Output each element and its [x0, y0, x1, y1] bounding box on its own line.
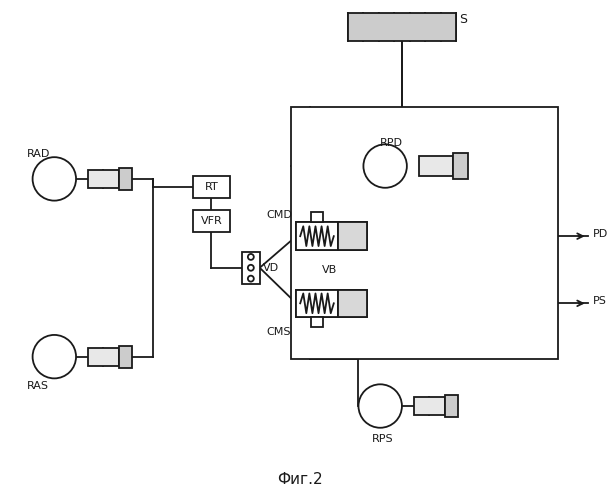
Bar: [348, 13, 456, 40]
Bar: [446, 395, 458, 417]
Text: VD: VD: [263, 263, 279, 273]
Text: VFR: VFR: [201, 216, 222, 226]
Bar: [311, 317, 323, 327]
Bar: [296, 222, 337, 250]
Circle shape: [248, 254, 254, 260]
Bar: [337, 290, 367, 317]
Circle shape: [33, 335, 76, 378]
Text: VB: VB: [322, 265, 337, 275]
Bar: [414, 397, 446, 415]
Text: CMS: CMS: [267, 327, 291, 337]
Bar: [296, 222, 367, 250]
Bar: [242, 252, 260, 284]
Bar: [193, 176, 230, 198]
Bar: [291, 107, 558, 358]
Text: RPS: RPS: [372, 434, 394, 444]
Circle shape: [248, 276, 254, 281]
Bar: [88, 170, 120, 188]
Text: PS: PS: [593, 296, 606, 306]
Bar: [88, 348, 120, 366]
Circle shape: [33, 157, 76, 200]
Bar: [454, 153, 468, 179]
Text: RAD: RAD: [27, 150, 50, 160]
Bar: [296, 290, 337, 317]
Text: CMD: CMD: [267, 210, 292, 220]
Text: S: S: [459, 13, 467, 26]
Bar: [311, 212, 323, 222]
Bar: [419, 156, 454, 176]
Bar: [120, 346, 133, 368]
Bar: [337, 222, 367, 250]
Bar: [193, 210, 230, 232]
Bar: [296, 290, 367, 317]
Circle shape: [248, 265, 254, 270]
Circle shape: [364, 144, 407, 188]
Bar: [120, 168, 133, 190]
Text: PD: PD: [593, 229, 608, 239]
Text: RPD: RPD: [380, 138, 403, 148]
Text: RT: RT: [204, 182, 218, 192]
Text: RAS: RAS: [27, 382, 49, 392]
Circle shape: [359, 384, 402, 428]
Text: Фиг.2: Фиг.2: [277, 472, 323, 486]
